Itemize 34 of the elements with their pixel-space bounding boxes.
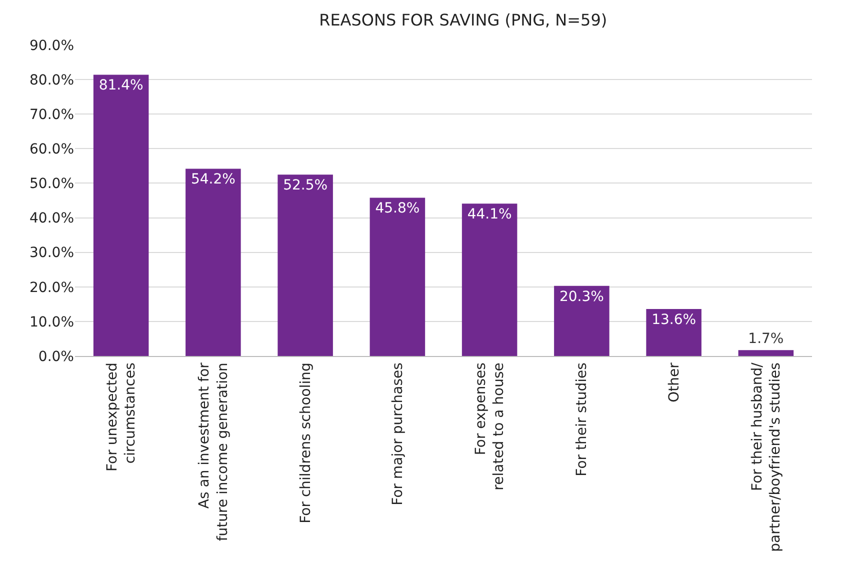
bar [278, 174, 333, 356]
y-tick-label: 0.0% [38, 348, 74, 365]
x-tick-label: For childrens schooling [298, 362, 314, 524]
x-tick-label: For expenses related to a house [473, 362, 508, 490]
bar [93, 74, 149, 356]
y-tick-label: 40.0% [30, 210, 74, 227]
x-tick-label: For unexpected circumstances [104, 362, 139, 472]
x-tick-label: For their husband/ partner/boyfriend's studies [749, 362, 784, 552]
bar [370, 198, 426, 356]
x-tick-label: For their studies [574, 362, 590, 476]
data-label: 54.2% [190, 172, 236, 188]
data-label: 44.1% [467, 206, 512, 223]
chart-title: REASONS FOR SAVING (PNG, N=59) [319, 10, 608, 30]
data-label: 81.4% [98, 78, 144, 94]
y-tick-label: 90.0% [30, 38, 74, 54]
data-label: 20.3% [559, 288, 604, 305]
data-label: 13.6% [652, 312, 696, 328]
bar [554, 286, 610, 356]
data-label: 1.7% [748, 331, 784, 348]
y-tick-label: 20.0% [30, 280, 74, 296]
y-tick-label: 70.0% [30, 107, 74, 124]
y-tick-label: 60.0% [30, 142, 74, 158]
y-tick-label: 80.0% [30, 72, 74, 88]
x-tick-label: Other [666, 362, 682, 402]
bar [186, 168, 241, 356]
bar [646, 309, 702, 356]
data-label: 52.5% [283, 178, 328, 194]
bar [462, 204, 518, 356]
x-tick-label: For major purchases [390, 362, 406, 506]
y-tick-label: 10.0% [30, 314, 74, 330]
bar [738, 350, 794, 356]
y-tick-label: 50.0% [30, 176, 74, 192]
data-label: 45.8% [375, 200, 420, 217]
y-tick-label: 30.0% [30, 245, 74, 262]
